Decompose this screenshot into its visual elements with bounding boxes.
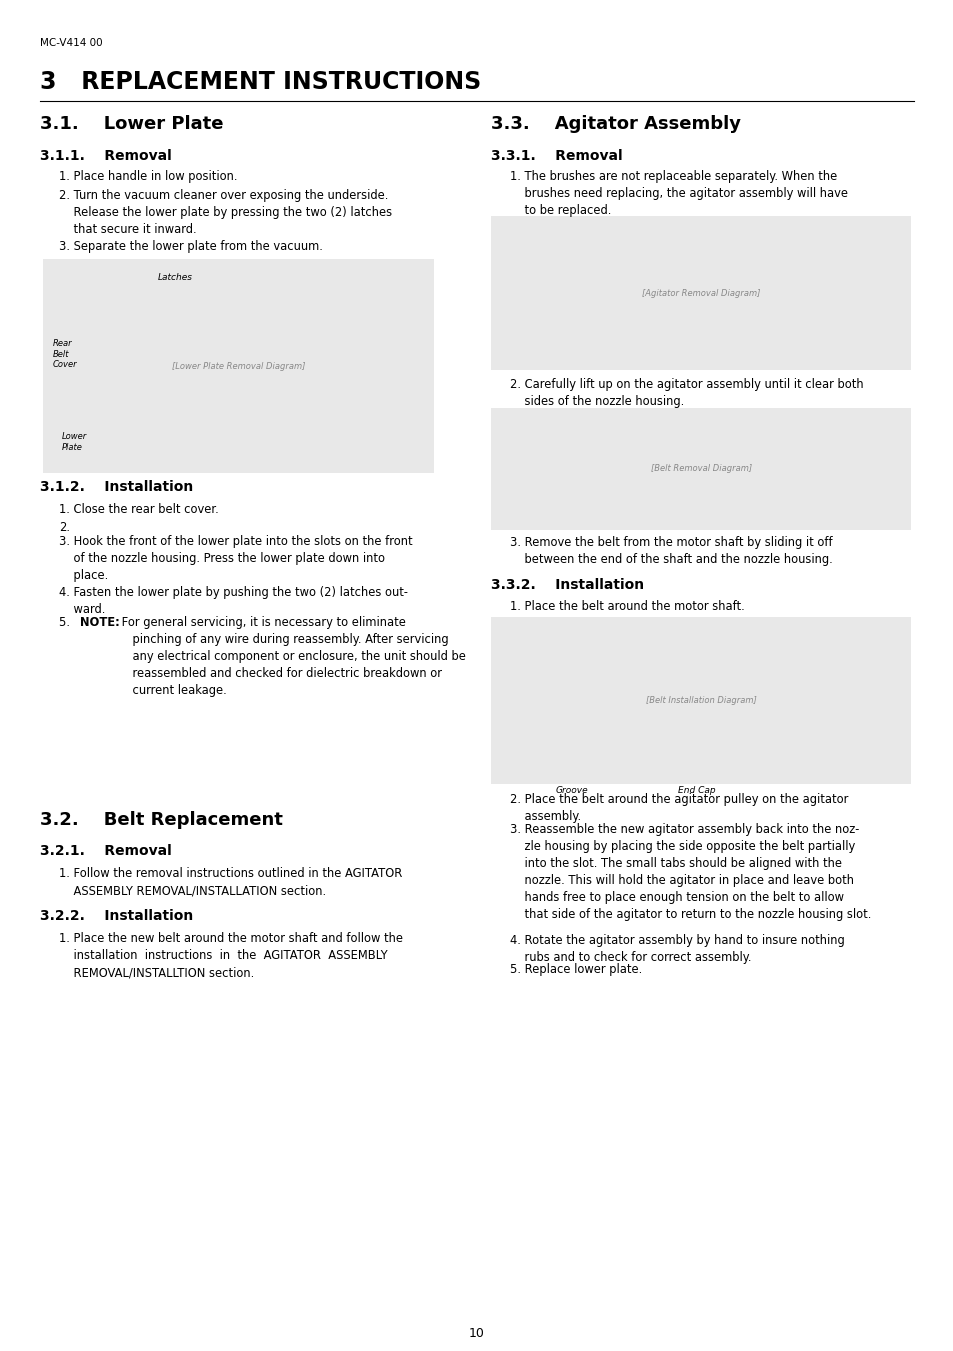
Bar xyxy=(491,216,910,370)
Text: [Agitator Removal Diagram]: [Agitator Removal Diagram] xyxy=(641,289,760,297)
Bar xyxy=(43,259,434,473)
Text: 3.3.2.    Installation: 3.3.2. Installation xyxy=(491,578,644,592)
Text: 1. Close the rear belt cover.: 1. Close the rear belt cover. xyxy=(59,503,218,516)
Text: Latches: Latches xyxy=(157,273,193,282)
Text: 1. Place handle in low position.: 1. Place handle in low position. xyxy=(59,170,237,184)
Text: 2. Carefully lift up on the agitator assembly until it clear both
    sides of t: 2. Carefully lift up on the agitator ass… xyxy=(510,378,863,408)
Text: 3.2.2.    Installation: 3.2.2. Installation xyxy=(40,909,193,923)
Text: 3.1.2.    Installation: 3.1.2. Installation xyxy=(40,480,193,493)
Text: [Belt Installation Diagram]: [Belt Installation Diagram] xyxy=(645,696,756,705)
Bar xyxy=(491,408,910,530)
Text: 3.2.    Belt Replacement: 3.2. Belt Replacement xyxy=(40,811,283,828)
Text: 3   REPLACEMENT INSTRUCTIONS: 3 REPLACEMENT INSTRUCTIONS xyxy=(40,70,481,95)
Text: 3.1.1.    Removal: 3.1.1. Removal xyxy=(40,149,172,162)
Text: Lower
Plate: Lower Plate xyxy=(62,432,87,451)
Text: End Cap: End Cap xyxy=(677,786,715,796)
Text: 5. Replace lower plate.: 5. Replace lower plate. xyxy=(510,963,642,977)
Text: For general servicing, it is necessary to eliminate
    pinching of any wire dur: For general servicing, it is necessary t… xyxy=(118,616,466,697)
Text: 2. Turn the vacuum cleaner over exposing the underside.
    Release the lower pl: 2. Turn the vacuum cleaner over exposing… xyxy=(59,189,392,236)
Text: 1. Place the belt around the motor shaft.: 1. Place the belt around the motor shaft… xyxy=(510,600,744,613)
Text: [Lower Plate Removal Diagram]: [Lower Plate Removal Diagram] xyxy=(172,362,305,370)
Text: Groove: Groove xyxy=(556,786,588,796)
Text: 2.: 2. xyxy=(59,521,71,535)
Text: 4. Rotate the agitator assembly by hand to insure nothing
    rubs and to check : 4. Rotate the agitator assembly by hand … xyxy=(510,934,844,963)
Bar xyxy=(491,617,910,784)
Text: 3. Separate the lower plate from the vacuum.: 3. Separate the lower plate from the vac… xyxy=(59,240,323,254)
Text: 3.3.1.    Removal: 3.3.1. Removal xyxy=(491,149,622,162)
Text: 3.1.    Lower Plate: 3.1. Lower Plate xyxy=(40,115,223,132)
Text: 4. Fasten the lower plate by pushing the two (2) latches out-
    ward.: 4. Fasten the lower plate by pushing the… xyxy=(59,586,408,616)
Text: NOTE:: NOTE: xyxy=(80,616,120,630)
Text: 1. Follow the removal instructions outlined in the AGITATOR
    ASSEMBLY REMOVAL: 1. Follow the removal instructions outli… xyxy=(59,867,402,897)
Text: 10: 10 xyxy=(469,1327,484,1340)
Text: 3. Reassemble the new agitator assembly back into the noz-
    zle housing by pl: 3. Reassemble the new agitator assembly … xyxy=(510,823,871,921)
Text: 1. Place the new belt around the motor shaft and follow the
    installation  in: 1. Place the new belt around the motor s… xyxy=(59,932,403,979)
Text: 3. Remove the belt from the motor shaft by sliding it off
    between the end of: 3. Remove the belt from the motor shaft … xyxy=(510,536,832,566)
Text: Rear
Belt
Cover: Rear Belt Cover xyxy=(52,339,77,369)
Text: MC-V414 00: MC-V414 00 xyxy=(40,38,103,47)
Text: 3.2.1.    Removal: 3.2.1. Removal xyxy=(40,844,172,858)
Text: 1. The brushes are not replaceable separately. When the
    brushes need replaci: 1. The brushes are not replaceable separ… xyxy=(510,170,847,218)
Text: [Belt Removal Diagram]: [Belt Removal Diagram] xyxy=(650,465,751,473)
Text: 5.: 5. xyxy=(59,616,73,630)
Text: 2. Place the belt around the agitator pulley on the agitator
    assembly.: 2. Place the belt around the agitator pu… xyxy=(510,793,848,823)
Text: 3. Hook the front of the lower plate into the slots on the front
    of the nozz: 3. Hook the front of the lower plate int… xyxy=(59,535,413,582)
Text: 3.3.    Agitator Assembly: 3.3. Agitator Assembly xyxy=(491,115,740,132)
